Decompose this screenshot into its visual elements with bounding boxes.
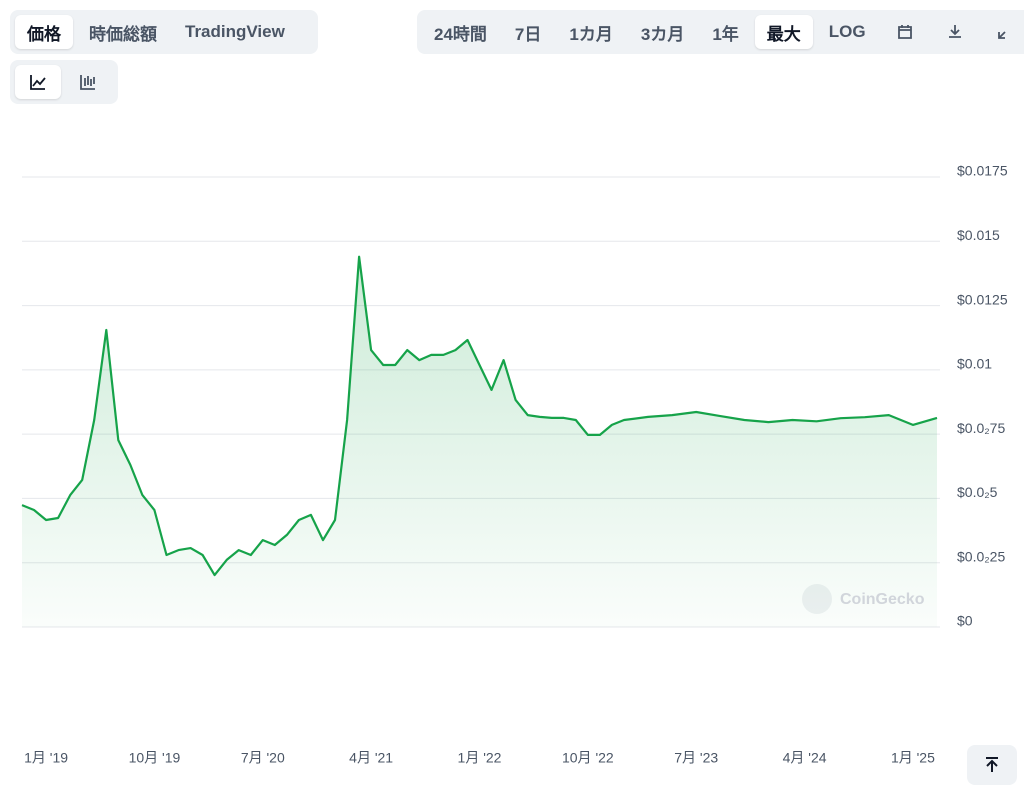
- scroll-top-button[interactable]: [967, 745, 1017, 785]
- metric-tab[interactable]: 価格: [15, 15, 73, 49]
- candlestick-button[interactable]: [65, 65, 111, 99]
- x-tick-label: 7月 '23: [674, 750, 718, 766]
- x-tick-label: 4月 '21: [349, 750, 393, 766]
- icon: [948, 25, 961, 38]
- x-tick-label: 10月 '19: [129, 750, 181, 766]
- x-tick-label: 4月 '24: [783, 750, 827, 766]
- x-tick-label: 10月 '22: [562, 750, 614, 766]
- y-tick-label: $0.0125: [957, 291, 1008, 307]
- x-tick-label: 7月 '20: [241, 750, 285, 766]
- y-tick-label: $0.0₂5: [957, 484, 998, 500]
- y-tick-label: $0.015: [957, 227, 1000, 243]
- y-tick-label: $0.0₂75: [957, 420, 1005, 436]
- metric-tabs: 価格 時価総額 TradingView: [10, 10, 318, 54]
- metric-tab[interactable]: TradingView: [185, 22, 285, 41]
- watermark: CoinGecko: [840, 591, 925, 608]
- x-tick-label: 1月 '19: [24, 750, 68, 766]
- range-tab[interactable]: 1カ月: [569, 24, 613, 44]
- range-tab[interactable]: LOG: [828, 22, 866, 41]
- range-tab[interactable]: 最大: [754, 15, 813, 49]
- y-tick-label: $0.0₂25: [957, 548, 1005, 564]
- candle-icon: [80, 75, 95, 90]
- y-tick-label: $0: [957, 613, 973, 629]
- y-tick-label: $0.01: [957, 356, 992, 372]
- line-chart-button[interactable]: [15, 65, 61, 99]
- expand-button[interactable]: [982, 15, 1024, 49]
- chart-style-tabs: [10, 60, 118, 104]
- x-tick-label: 1月 '22: [458, 750, 502, 766]
- price-line: [21, 255, 938, 577]
- range-tab[interactable]: 24時間: [434, 24, 487, 44]
- watermark-logo: [802, 584, 832, 614]
- range-tabs: 24時間 7日 1カ月 3カ月 1年 最大 LOG: [417, 10, 1024, 54]
- icon: [897, 25, 912, 39]
- range-tab[interactable]: 7日: [514, 24, 542, 44]
- calendar-button[interactable]: [882, 15, 928, 49]
- y-tick-label: $0.0175: [957, 163, 1008, 179]
- metric-tab[interactable]: 時価総額: [89, 24, 157, 44]
- line-icon: [30, 75, 46, 90]
- x-tick-label: 1月 '25: [891, 750, 935, 766]
- arrow-up-icon: [986, 757, 998, 772]
- range-tab[interactable]: 1年: [712, 24, 739, 44]
- download-button[interactable]: [932, 15, 978, 49]
- price-area: [22, 256, 937, 627]
- range-tab[interactable]: 3カ月: [640, 24, 685, 44]
- icon: [997, 31, 1006, 39]
